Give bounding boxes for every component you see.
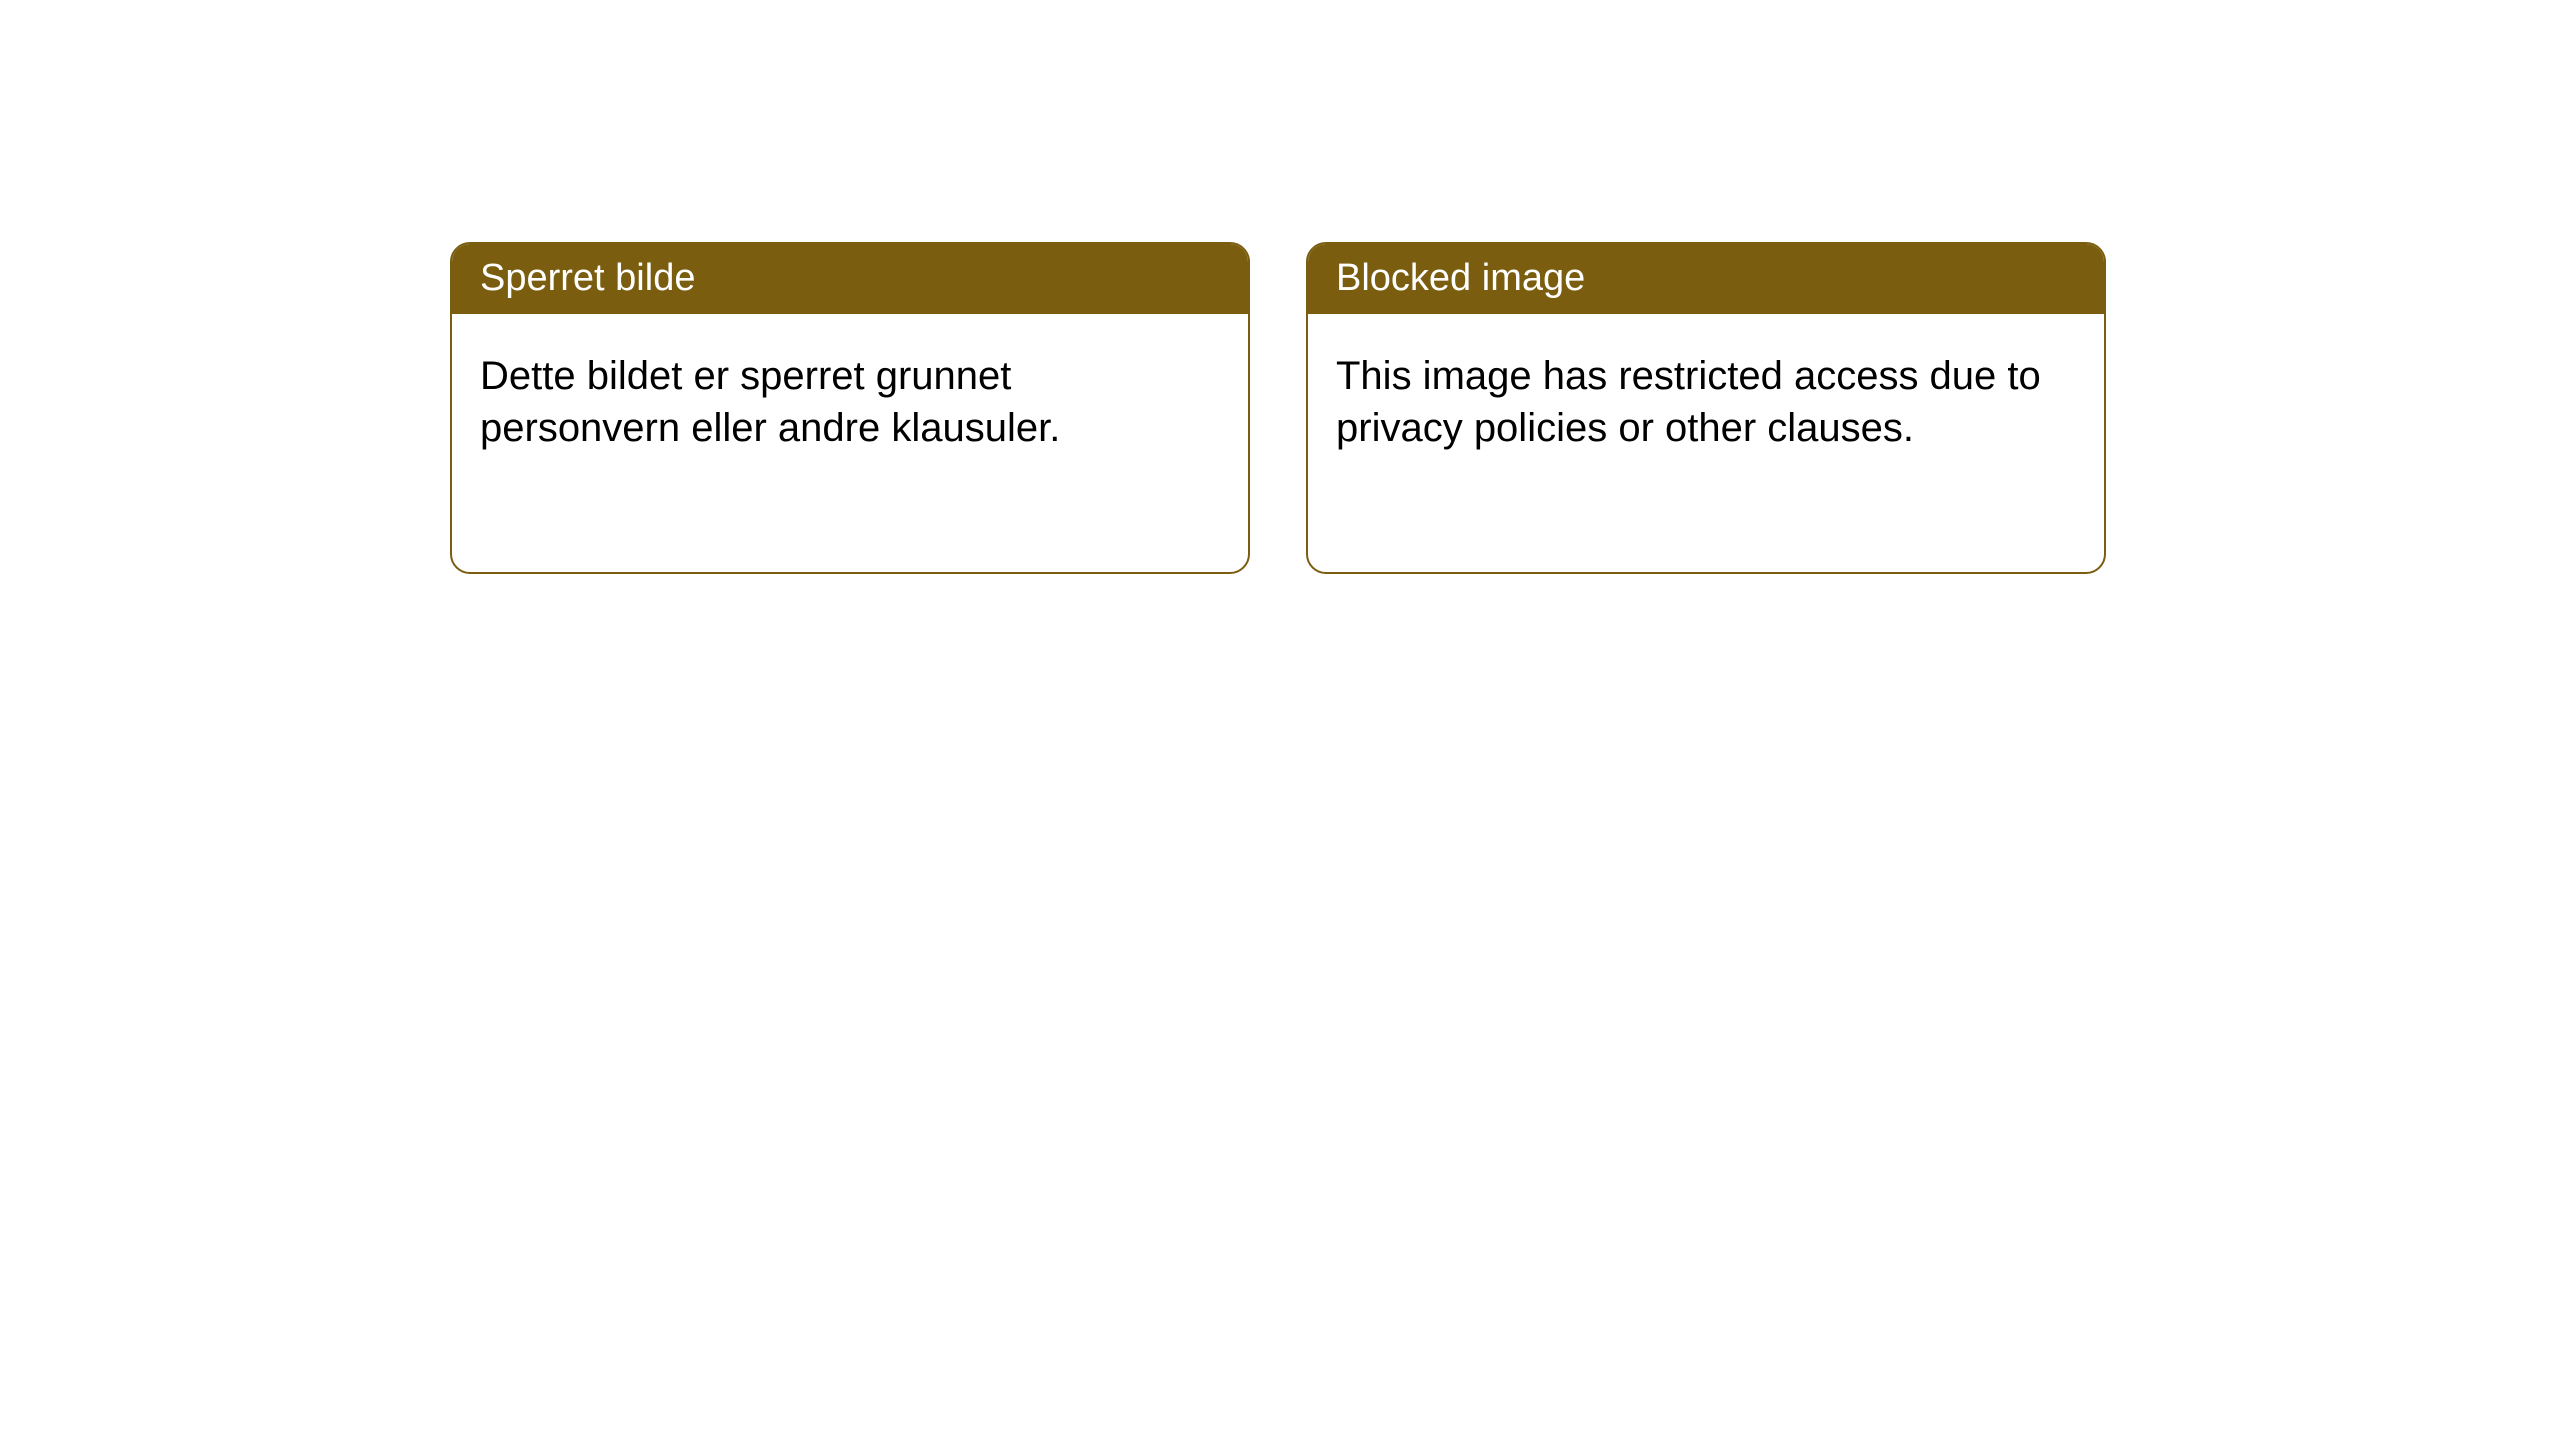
notice-card-norwegian: Sperret bilde Dette bildet er sperret gr… [450,242,1250,574]
notice-message: Dette bildet er sperret grunnet personve… [480,354,1060,450]
notice-header: Sperret bilde [452,244,1248,314]
notice-message: This image has restricted access due to … [1336,354,2041,450]
notice-title: Sperret bilde [480,257,695,299]
notice-card-english: Blocked image This image has restricted … [1306,242,2106,574]
notice-container: Sperret bilde Dette bildet er sperret gr… [0,0,2560,574]
notice-header: Blocked image [1308,244,2104,314]
notice-body: Dette bildet er sperret grunnet personve… [452,314,1248,490]
notice-body: This image has restricted access due to … [1308,314,2104,490]
notice-title: Blocked image [1336,257,1585,299]
